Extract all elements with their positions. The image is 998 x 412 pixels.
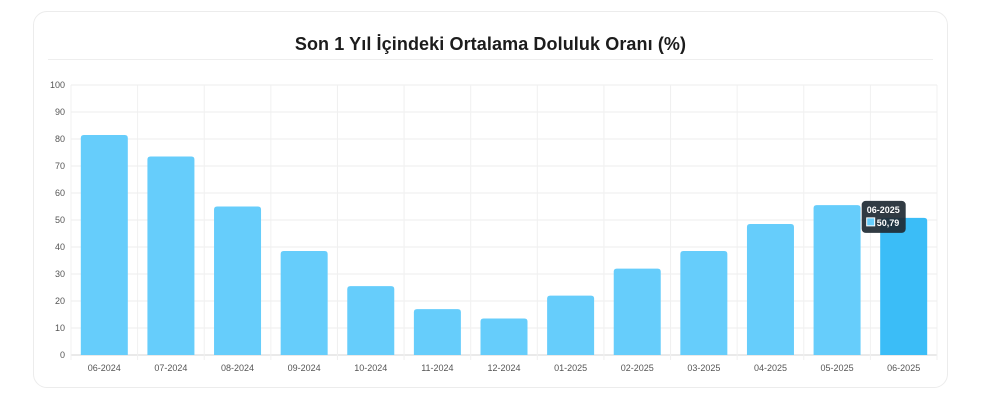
- y-tick-label: 60: [55, 188, 65, 198]
- bar-03-2025: [680, 251, 728, 355]
- x-tick-label: 09-2024: [288, 363, 321, 373]
- title-divider: [48, 59, 933, 60]
- bar-01-2025: [547, 295, 595, 355]
- bar-tooltip: 06-2025 50,79: [861, 200, 906, 233]
- bar-09-2024: [280, 251, 328, 355]
- chart-title: Son 1 Yıl İçindeki Ortalama Doluluk Oran…: [294, 34, 687, 54]
- x-tick-label: 08-2024: [221, 363, 254, 373]
- bar-08-2024: [214, 206, 262, 355]
- x-tick-label: 03-2025: [687, 363, 720, 373]
- bar-06-2024: [80, 134, 128, 355]
- bars: [80, 134, 928, 355]
- x-tick-label: 10-2024: [354, 363, 387, 373]
- y-tick-label: 100: [50, 80, 65, 90]
- y-tick-label: 40: [55, 242, 65, 252]
- x-tick-label: 06-2024: [88, 363, 121, 373]
- y-tick-label: 10: [55, 323, 65, 333]
- x-tick-label: 02-2025: [621, 363, 654, 373]
- x-tick-label: 04-2025: [754, 363, 787, 373]
- y-tick-label: 90: [55, 107, 65, 117]
- bar-05-2025: [813, 205, 861, 355]
- x-tick-label: 07-2024: [154, 363, 187, 373]
- bar-06-2025: [880, 217, 928, 355]
- y-axis-ticks: 0 10 20 30 40 50 60 70 80 90 100: [50, 80, 65, 360]
- bar-07-2024: [147, 156, 195, 355]
- y-tick-label: 70: [55, 161, 65, 171]
- y-tick-label: 20: [55, 296, 65, 306]
- y-tick-label: 80: [55, 134, 65, 144]
- y-tick-label: 0: [60, 350, 65, 360]
- bar-10-2024: [347, 286, 395, 355]
- x-tick-label: 05-2025: [821, 363, 854, 373]
- x-axis-ticks: 06-2024 07-2024 08-2024 09-2024 10-2024 11-20…: [88, 363, 920, 373]
- tooltip-date: 06-2025: [867, 205, 900, 215]
- y-tick-label: 30: [55, 269, 65, 279]
- y-tick-label: 50: [55, 215, 65, 225]
- x-tick-label: 12-2024: [487, 363, 520, 373]
- x-tick-label: 01-2025: [554, 363, 587, 373]
- tooltip-value: 50,79: [877, 218, 900, 228]
- bar-02-2025: [613, 268, 661, 355]
- tooltip-swatch: [866, 217, 876, 227]
- x-tick-label: 11-2024: [421, 363, 453, 373]
- bar-11-2024: [413, 309, 461, 355]
- bar-04-2025: [746, 224, 794, 355]
- x-tick-label: 06-2025: [887, 363, 920, 373]
- bar-12-2024: [480, 318, 528, 355]
